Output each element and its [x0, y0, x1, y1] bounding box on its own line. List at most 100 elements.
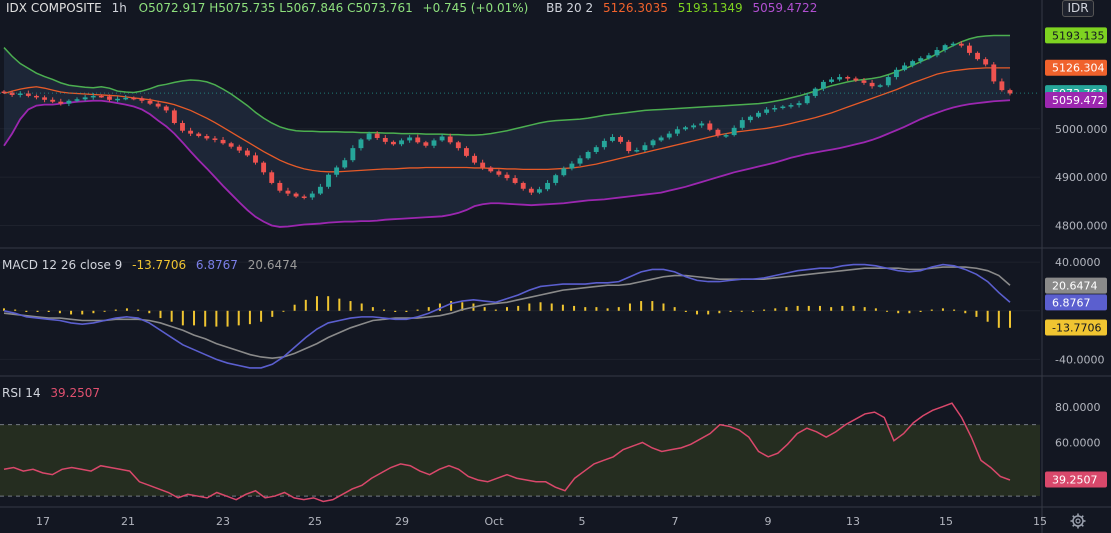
rsi-pane[interactable] — [0, 402, 1040, 503]
candle[interactable] — [877, 83, 883, 88]
candle[interactable] — [991, 62, 997, 84]
candle[interactable] — [180, 120, 185, 133]
candle[interactable] — [674, 126, 680, 137]
candle[interactable] — [326, 173, 331, 189]
candle[interactable] — [107, 94, 112, 102]
candle[interactable] — [983, 57, 989, 67]
interval-label[interactable]: 1h — [111, 1, 127, 15]
candle[interactable] — [439, 134, 445, 142]
bb-label[interactable]: BB 20 2 — [546, 1, 594, 15]
candle[interactable] — [796, 100, 802, 108]
macd-label[interactable]: MACD 12 26 close 9 — [2, 258, 123, 272]
candle[interactable] — [885, 75, 891, 88]
candle[interactable] — [269, 170, 275, 185]
candle[interactable] — [999, 78, 1005, 92]
candle[interactable] — [277, 180, 283, 193]
candle[interactable] — [902, 62, 907, 72]
candle[interactable] — [788, 103, 794, 109]
rsi-label[interactable]: RSI 14 — [2, 386, 41, 400]
candle[interactable] — [342, 157, 348, 169]
candle[interactable] — [975, 51, 980, 61]
candle[interactable] — [537, 186, 542, 195]
candle[interactable] — [407, 135, 413, 143]
candle[interactable] — [520, 181, 526, 191]
candle[interactable] — [845, 75, 851, 81]
candle[interactable] — [285, 187, 291, 196]
candle[interactable] — [545, 180, 550, 192]
candle[interactable] — [707, 120, 713, 132]
candle[interactable] — [950, 41, 956, 47]
candle[interactable] — [399, 138, 404, 147]
candle[interactable] — [804, 93, 810, 105]
macd-signal-line[interactable] — [3, 266, 1011, 360]
candle[interactable] — [650, 138, 656, 148]
candle[interactable] — [820, 79, 826, 92]
candle[interactable] — [188, 127, 194, 137]
candle[interactable] — [382, 135, 388, 145]
candle[interactable] — [17, 91, 23, 98]
candle[interactable] — [699, 121, 705, 128]
candle[interactable] — [967, 42, 972, 56]
candle[interactable] — [472, 153, 477, 165]
macd-marker[interactable]: 6.8767 — [1045, 294, 1107, 311]
candle[interactable] — [139, 96, 145, 104]
candle[interactable] — [488, 166, 494, 173]
rsi-line[interactable] — [3, 402, 1011, 503]
symbol-label[interactable]: IDX COMPOSITE — [6, 1, 102, 15]
bb-upper-line[interactable] — [3, 34, 1010, 136]
candle[interactable] — [942, 43, 948, 53]
candle[interactable] — [82, 94, 88, 102]
candle[interactable] — [58, 98, 64, 106]
currency-button[interactable]: IDR — [1062, 0, 1094, 17]
candle[interactable] — [504, 172, 510, 181]
candle[interactable] — [115, 96, 121, 103]
candle[interactable] — [228, 141, 234, 149]
candle[interactable] — [253, 152, 258, 165]
candle[interactable] — [236, 144, 242, 153]
candle[interactable] — [374, 131, 380, 140]
candle[interactable] — [1007, 88, 1013, 96]
candle[interactable] — [610, 134, 615, 143]
candle[interactable] — [90, 93, 96, 100]
candle[interactable] — [98, 94, 104, 98]
candle[interactable] — [601, 138, 607, 150]
candle[interactable] — [309, 191, 315, 200]
candle[interactable] — [829, 77, 834, 84]
candle[interactable] — [480, 159, 486, 170]
candle[interactable] — [918, 56, 924, 64]
candle[interactable] — [812, 87, 818, 98]
candle[interactable] — [147, 98, 153, 106]
candle[interactable] — [577, 155, 583, 167]
candle[interactable] — [764, 107, 770, 115]
candle[interactable] — [334, 165, 340, 178]
macd-marker[interactable]: -13.7706 — [1045, 319, 1107, 336]
candle[interactable] — [837, 74, 843, 82]
candle[interactable] — [390, 140, 396, 146]
candle[interactable] — [723, 133, 729, 138]
candle[interactable] — [958, 41, 964, 48]
candle[interactable] — [618, 135, 624, 144]
candle[interactable] — [431, 138, 437, 149]
candle[interactable] — [447, 133, 453, 145]
candle[interactable] — [739, 117, 745, 130]
gear-icon[interactable] — [1069, 512, 1087, 530]
candle[interactable] — [869, 79, 875, 89]
candle[interactable] — [366, 131, 372, 141]
candle[interactable] — [244, 148, 250, 157]
bb-lower-line[interactable] — [3, 99, 1011, 228]
candle[interactable] — [496, 169, 502, 177]
candle[interactable] — [204, 134, 210, 141]
candle[interactable] — [512, 175, 518, 185]
candle[interactable] — [350, 145, 356, 163]
bb-middle-line[interactable] — [3, 67, 1010, 173]
candle[interactable] — [9, 90, 15, 97]
candle[interactable] — [642, 142, 648, 152]
candle[interactable] — [666, 131, 672, 140]
candle[interactable] — [131, 96, 137, 101]
candle[interactable] — [934, 47, 940, 58]
candle[interactable] — [853, 76, 859, 82]
candle[interactable] — [50, 97, 56, 104]
candle[interactable] — [861, 78, 867, 85]
candle[interactable] — [123, 94, 129, 101]
candle[interactable] — [691, 123, 697, 130]
